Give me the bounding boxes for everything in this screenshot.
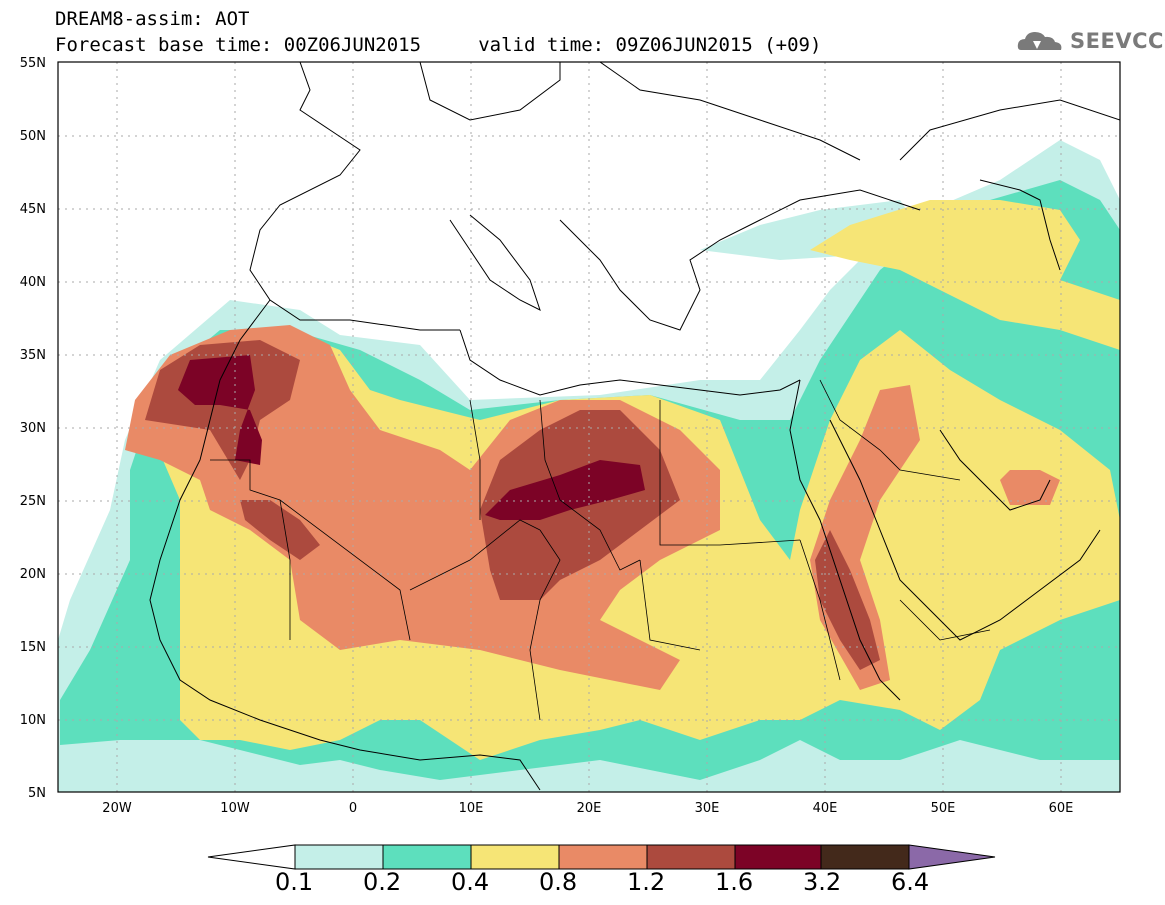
colorbar-label: 1.6	[715, 868, 754, 896]
lat-label: 25N	[20, 494, 46, 509]
aot-band-0.4-caucasus	[810, 200, 1120, 350]
colorbar-bin-1	[294, 844, 384, 870]
lat-label: 20N	[20, 567, 46, 582]
lon-label: 0	[349, 801, 357, 816]
colorbar-low-arrow	[207, 844, 296, 870]
colorbar-label: 0.8	[539, 868, 578, 896]
graticule	[58, 62, 1120, 792]
lon-label: 40E	[813, 801, 838, 816]
colorbar-label: 1.2	[627, 868, 666, 896]
aot-band-1.2-south	[240, 500, 320, 560]
coastlines	[149, 62, 1120, 791]
lon-label: 20W	[102, 801, 132, 816]
lat-label: 5N	[28, 786, 46, 801]
lat-label: 40N	[20, 275, 46, 290]
colorbar-bin-2	[382, 844, 472, 870]
colorbar-bin-6	[734, 844, 822, 870]
colorbar-bin-3	[470, 844, 560, 870]
lat-label: 55N	[20, 56, 46, 71]
forecast-time-line: Forecast base time: 00Z06JUN2015 valid t…	[55, 34, 822, 56]
colorbar-label: 0.2	[363, 868, 402, 896]
latitude-labels: 55N 50N 45N 40N 35N 30N 25N 20N 15N 10N 5N	[20, 56, 46, 801]
aot-band-0.8-gulf	[1000, 470, 1060, 505]
country-borders	[210, 379, 991, 721]
lon-label: 30E	[695, 801, 720, 816]
lon-label: 10E	[459, 801, 484, 816]
aot-band-1.2	[145, 340, 300, 480]
colorbar-label: 3.2	[803, 868, 842, 896]
map-title: DREAM8-assim: AOT	[55, 8, 250, 30]
longitude-labels: 20W 10W 0 10E 20E 30E 40E 50E 60E	[102, 801, 1073, 816]
cloud-logo-icon	[1017, 32, 1062, 50]
colorbar-high-arrow	[908, 844, 996, 870]
lon-label: 20E	[577, 801, 602, 816]
colorbar-bin-5	[646, 844, 736, 870]
colorbar-bin-7	[820, 844, 910, 870]
lat-label: 50N	[20, 129, 46, 144]
lat-label: 15N	[20, 640, 46, 655]
lat-label: 35N	[20, 348, 46, 363]
colorbar-bin-4	[558, 844, 648, 870]
colorbar-label: 0.1	[275, 868, 314, 896]
aot-band-1.6-central	[485, 460, 645, 520]
logo-text: SEEVCCC	[1070, 29, 1165, 53]
lon-label: 10W	[220, 801, 250, 816]
lat-label: 30N	[20, 421, 46, 436]
lon-label: 60E	[1049, 801, 1074, 816]
lat-label: 45N	[20, 202, 46, 217]
colorbar	[207, 844, 996, 870]
lat-label: 10N	[20, 713, 46, 728]
aot-band-1.6	[178, 355, 262, 465]
lon-label: 50E	[931, 801, 956, 816]
aot-band-1.2-red-sea	[815, 530, 880, 670]
colorbar-label: 0.4	[451, 868, 490, 896]
colorbar-label: 6.4	[891, 868, 930, 896]
